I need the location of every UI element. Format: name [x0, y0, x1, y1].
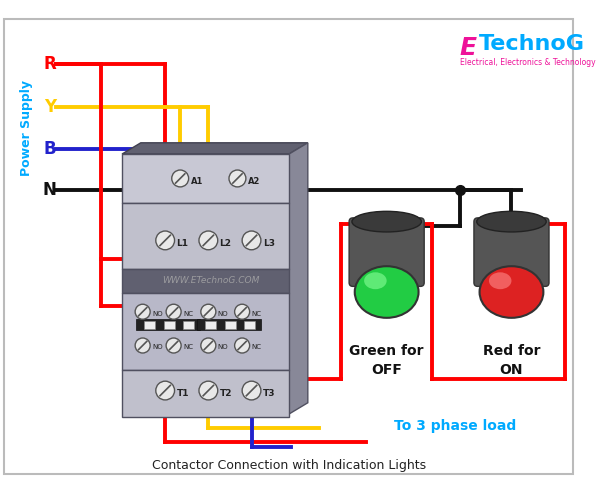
Circle shape — [135, 304, 150, 319]
Bar — [183, 321, 194, 329]
Bar — [122, 293, 289, 370]
Circle shape — [172, 170, 189, 187]
Text: NC: NC — [252, 345, 261, 351]
Bar — [225, 321, 237, 329]
Text: Contactor Connection with Indication Lights: Contactor Connection with Indication Lig… — [152, 459, 426, 472]
Text: A2: A2 — [248, 177, 260, 186]
Ellipse shape — [352, 211, 421, 232]
Bar — [122, 203, 289, 269]
Polygon shape — [122, 143, 308, 154]
Bar — [197, 319, 261, 330]
Text: To 3 phase load: To 3 phase load — [394, 419, 517, 433]
Text: NO: NO — [152, 345, 162, 351]
Text: T3: T3 — [263, 389, 276, 398]
FancyBboxPatch shape — [349, 218, 424, 286]
Polygon shape — [289, 143, 308, 414]
Text: WWW.ETechnoG.COM: WWW.ETechnoG.COM — [162, 276, 260, 285]
Circle shape — [156, 231, 175, 250]
Text: E: E — [460, 36, 477, 60]
Ellipse shape — [489, 272, 512, 289]
Circle shape — [135, 338, 150, 353]
Circle shape — [242, 381, 261, 400]
FancyBboxPatch shape — [474, 218, 549, 286]
Text: R: R — [44, 55, 57, 73]
Text: NC: NC — [252, 311, 261, 317]
Bar — [136, 319, 200, 330]
Text: NO: NO — [152, 311, 162, 317]
Bar — [205, 321, 216, 329]
Text: T1: T1 — [177, 389, 189, 398]
Ellipse shape — [477, 211, 546, 232]
Circle shape — [166, 338, 181, 353]
Text: L2: L2 — [220, 239, 232, 247]
Text: Green for
OFF: Green for OFF — [349, 344, 424, 377]
Text: L1: L1 — [177, 239, 188, 247]
Circle shape — [199, 231, 218, 250]
Ellipse shape — [364, 272, 387, 289]
Bar — [122, 370, 289, 417]
Text: A1: A1 — [191, 177, 203, 186]
Circle shape — [229, 170, 246, 187]
Circle shape — [199, 381, 218, 400]
Text: B: B — [44, 141, 57, 158]
Bar — [122, 269, 289, 293]
Bar — [244, 321, 255, 329]
Text: Y: Y — [44, 98, 57, 116]
Circle shape — [156, 381, 175, 400]
Bar — [143, 321, 155, 329]
Text: Red for
ON: Red for ON — [483, 344, 540, 377]
Circle shape — [201, 338, 216, 353]
Text: TechnoG: TechnoG — [478, 34, 585, 54]
Text: Electrical, Electronics & Technology: Electrical, Electronics & Technology — [460, 58, 595, 68]
Text: L3: L3 — [263, 239, 275, 247]
Circle shape — [234, 304, 250, 319]
Bar — [122, 154, 289, 203]
Text: NO: NO — [218, 311, 228, 317]
Text: T2: T2 — [220, 389, 232, 398]
Text: Power Supply: Power Supply — [20, 80, 33, 176]
Ellipse shape — [355, 266, 419, 318]
Circle shape — [234, 338, 250, 353]
Text: NO: NO — [218, 345, 228, 351]
Circle shape — [242, 231, 261, 250]
Circle shape — [166, 304, 181, 319]
Ellipse shape — [480, 266, 544, 318]
Circle shape — [201, 304, 216, 319]
Text: NC: NC — [183, 345, 193, 351]
Text: NC: NC — [183, 311, 193, 317]
Text: N: N — [42, 181, 57, 199]
Bar — [164, 321, 175, 329]
